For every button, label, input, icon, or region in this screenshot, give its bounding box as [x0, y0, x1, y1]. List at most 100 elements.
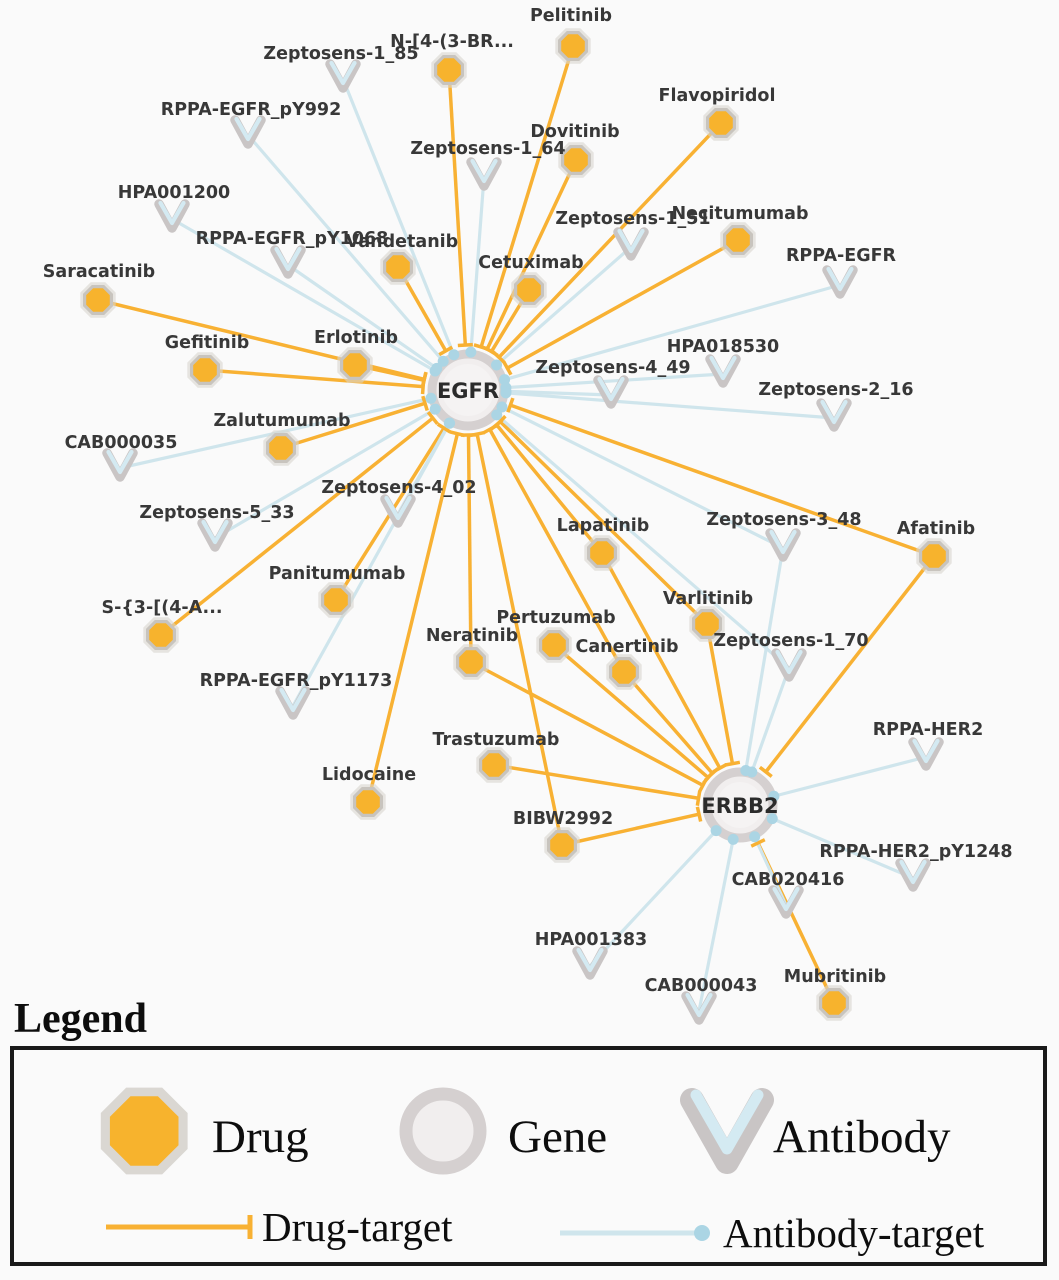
- drug-node-vandetanib[interactable]: [380, 249, 416, 285]
- drug-octagon-icon: [513, 275, 545, 305]
- antibody-target-dot-icon: [727, 833, 739, 845]
- antibody-node-zeptosens-1-51[interactable]: [613, 227, 649, 261]
- antibody-node-hpa018530[interactable]: [705, 354, 741, 388]
- drug-node-necitumumab[interactable]: [720, 222, 756, 258]
- antibody-chevron-icon: [279, 687, 307, 713]
- drug-octagon-icon: [266, 433, 296, 463]
- drug-node-flavopiridol[interactable]: [703, 105, 739, 141]
- antibody-node-zeptosens-4-02[interactable]: [380, 494, 416, 528]
- drug-node-halo: [337, 347, 373, 383]
- legend-antibody-target-dot-icon: [694, 1225, 710, 1241]
- drug-node-gefitinib[interactable]: [187, 352, 223, 388]
- drug-octagon-icon: [586, 537, 618, 569]
- legend-gene-swatch: [399, 1087, 487, 1175]
- antibody-node-zeptosens-1-85[interactable]: [325, 59, 361, 93]
- rppa-egfr-label: RPPA-EGFR: [786, 246, 897, 266]
- drug-node-afatinib[interactable]: [916, 538, 952, 574]
- drug-octagon-icon: [479, 749, 509, 781]
- drug-node-s-3-4-a[interactable]: [143, 617, 179, 653]
- drug-node-neratinib[interactable]: [453, 644, 489, 680]
- drug-node-erlotinib[interactable]: [337, 347, 373, 383]
- drug-node-bibw2992[interactable]: [544, 827, 580, 863]
- antibody-node-zeptosens-5-33[interactable]: [197, 518, 233, 552]
- antibody-target-edge-rppa-egfr-py992-egfr: [246, 133, 445, 363]
- drug-node-n-4-3-br[interactable]: [431, 52, 467, 88]
- saracatinib-label: Saracatinib: [43, 262, 155, 282]
- erbb2-label: ERBB2: [701, 794, 778, 818]
- drug-node-mubritinib[interactable]: [816, 985, 852, 1021]
- antibody-node-rppa-egfr[interactable]: [822, 265, 858, 299]
- drug-node-varlitinib[interactable]: [689, 606, 725, 642]
- drug-node-halo: [453, 644, 489, 680]
- gene-node-erbb2[interactable]: [702, 767, 778, 843]
- drug-node-trastuzumab[interactable]: [476, 747, 512, 783]
- antibody-chevron-icon: [106, 449, 134, 475]
- drug-node-lapatinib[interactable]: [584, 535, 620, 571]
- antibody-node-rppa-egfr-py1173[interactable]: [275, 686, 311, 720]
- drug-octagon-icon: [705, 107, 737, 138]
- drug-target-tee-icon: [493, 414, 507, 429]
- antibody-target-edge-hpa018530-egfr: [505, 372, 724, 390]
- antibody-node-zeptosens-2-16[interactable]: [816, 398, 852, 432]
- antibody-target-edge-zeptosens-3-48-erbb2: [744, 547, 785, 771]
- antibody-node-zeptosens-4-49[interactable]: [593, 375, 629, 409]
- drug-node-halo: [143, 617, 179, 653]
- antibody-chevron-icon: [775, 649, 803, 675]
- antibody-chevron-icon: [158, 200, 186, 226]
- antibody-node-zeptosens-1-70[interactable]: [771, 648, 807, 682]
- drug-node-dovitinib[interactable]: [558, 142, 594, 178]
- varlitinib-label: Varlitinib: [663, 589, 753, 609]
- antibody-node-hpa001200[interactable]: [154, 199, 190, 233]
- gefitinib-label: Gefitinib: [165, 333, 250, 353]
- drug-target-tee-icon: [421, 395, 429, 412]
- antibody-node-rppa-egfr-py992[interactable]: [230, 115, 266, 149]
- drug-target-tee-icon: [705, 767, 720, 780]
- antibody-target-edge-cab020416-erbb2: [753, 836, 788, 906]
- antibody-node-cab000035[interactable]: [102, 448, 138, 482]
- drug-target-edge-afatinib-egfr: [509, 403, 935, 558]
- antibody-node-rppa-her2[interactable]: [908, 737, 944, 771]
- egfr-label: EGFR: [437, 379, 499, 403]
- cetuximab-label: Cetuximab: [478, 253, 583, 273]
- drug-node-pelitinib[interactable]: [555, 28, 591, 64]
- pertuzumab-label: Pertuzumab: [496, 608, 615, 628]
- drug-target-edge-n-4-3-br-egfr: [447, 69, 468, 346]
- drug-octagon-icon: [691, 608, 723, 640]
- drug-node-cetuximab[interactable]: [511, 272, 547, 308]
- drug-node-lidocaine[interactable]: [350, 784, 386, 820]
- drug-target-tee-icon: [484, 346, 499, 357]
- necitumumab-label: Necitumumab: [672, 204, 809, 224]
- edge-endpoint-markers-layer: [420, 342, 780, 848]
- drug-target-tee-icon: [724, 760, 741, 767]
- antibody-node-cab000043[interactable]: [681, 991, 717, 1025]
- drug-node-panitumumab[interactable]: [318, 582, 354, 618]
- antibody-node-cab020416[interactable]: [768, 885, 804, 919]
- antibody-node-hpa001383[interactable]: [572, 946, 608, 980]
- antibody-node-zeptosens-1-64[interactable]: [466, 157, 502, 191]
- drug-target-edge-flavopiridol-egfr: [497, 121, 723, 359]
- antibody-node-zeptosens-3-48[interactable]: [765, 528, 801, 562]
- drug-node-pertuzumab[interactable]: [536, 627, 572, 663]
- drug-node-halo: [606, 654, 642, 690]
- drug-target-tee-icon: [426, 411, 439, 426]
- drug-node-canertinib[interactable]: [606, 654, 642, 690]
- drug-target-tee-icon: [695, 806, 703, 822]
- zalutumumab-label: Zalutumumab: [213, 411, 350, 431]
- drug-octagon-icon: [918, 540, 950, 572]
- antibody-target-edge-zeptosens-4-49-egfr: [505, 389, 612, 397]
- drug-node-saracatinib[interactable]: [80, 282, 116, 318]
- drug-node-halo: [689, 606, 725, 642]
- antibody-chevron-icon: [772, 886, 800, 912]
- drug-node-halo: [476, 747, 512, 783]
- drug-octagon-icon: [546, 829, 578, 861]
- drug-node-halo: [703, 105, 739, 141]
- cab020416-label: CAB020416: [732, 870, 845, 890]
- drug-octagon-icon: [722, 225, 754, 255]
- antibody-node-rppa-egfr-py1068[interactable]: [270, 245, 306, 279]
- antibody-target-dot-icon: [749, 831, 761, 843]
- drug-octagon-icon: [321, 584, 351, 616]
- hpa001200-label: HPA001200: [118, 183, 230, 203]
- antibody-node-rppa-her2-py1248[interactable]: [895, 858, 931, 892]
- canertinib-label: Canertinib: [576, 637, 679, 657]
- drug-node-zalutumumab[interactable]: [263, 430, 299, 466]
